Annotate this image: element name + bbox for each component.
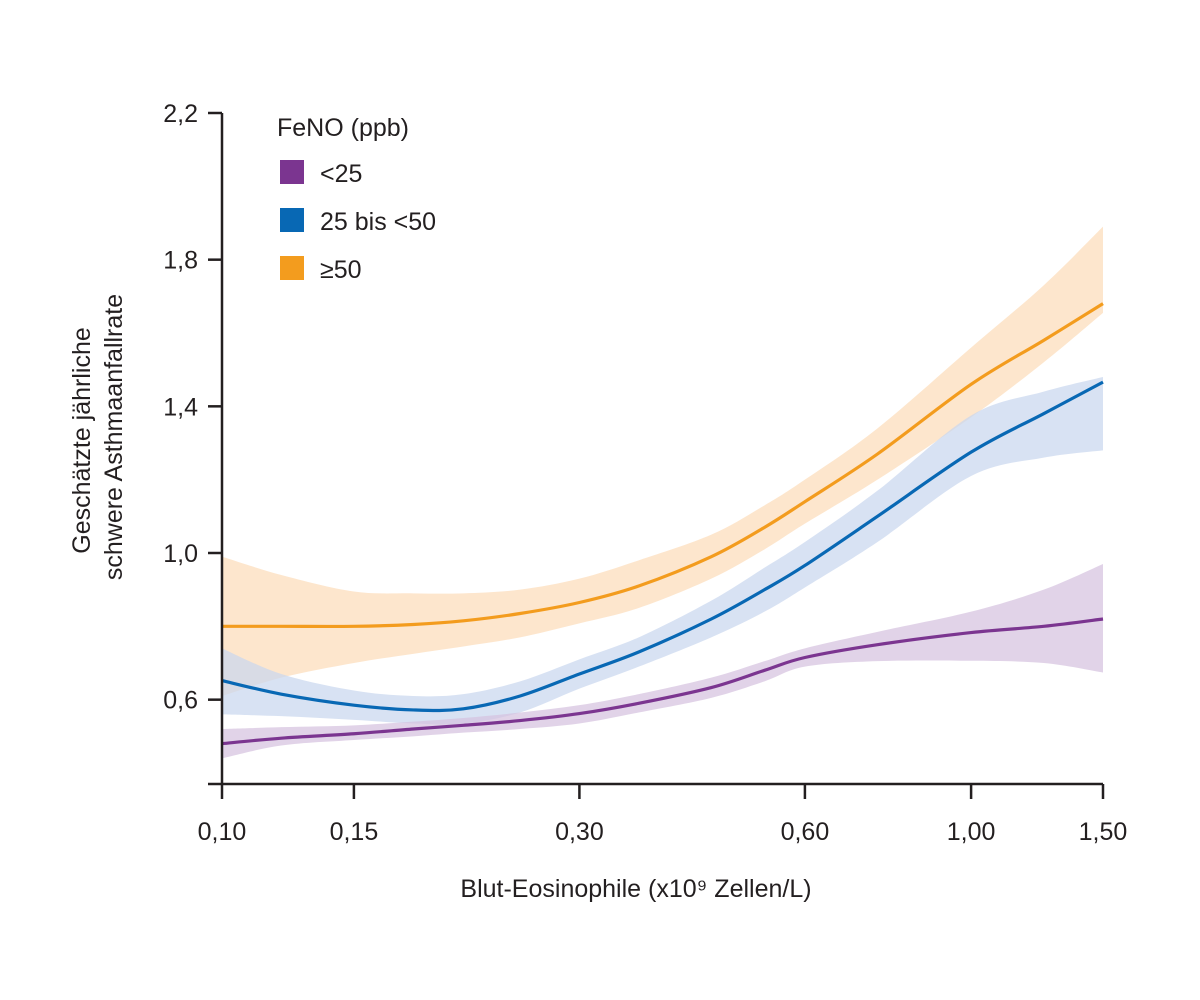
series-lines: [221, 302, 1104, 746]
y-tick-label: 2,2: [163, 100, 198, 128]
x-tick-label: 1,00: [947, 818, 996, 846]
confidence-band-25-bis-lt50: [222, 377, 1103, 725]
legend-label: 25 bis <50: [320, 208, 436, 236]
y-tick-label: 0,6: [163, 687, 198, 715]
legend-label: <25: [320, 160, 362, 188]
y-tick-label: 1,8: [163, 247, 198, 275]
legend-item: ≥50: [280, 256, 362, 284]
legend-swatch: [280, 256, 304, 280]
x-tick-label: 0,30: [555, 818, 604, 846]
x-tick-label: 1,50: [1079, 818, 1128, 846]
x-tick-label: 0,10: [198, 818, 247, 846]
legend-title: FeNO (ppb): [277, 114, 409, 142]
axes: [208, 113, 1103, 786]
legend-swatch: [280, 208, 304, 232]
x-tick-label: 0,60: [781, 818, 830, 846]
series-line-ge50: [221, 302, 1104, 629]
legend-swatch: [280, 160, 304, 184]
confidence-band-lt25: [222, 564, 1103, 759]
y-axis-ticks: 0,6 1,0 1,4 1,8 2,2: [163, 100, 222, 715]
legend-item: 25 bis <50: [280, 208, 436, 236]
legend-label: ≥50: [320, 256, 362, 284]
legend-item: <25: [280, 160, 362, 188]
legend: FeNO (ppb) <25 25 bis <50 ≥50: [277, 114, 436, 284]
series-line-25-bis-lt50: [221, 380, 1104, 713]
x-axis-ticks: 0,10 0,15 0,30 0,60 1,00 1,50: [198, 784, 1128, 846]
series-line-lt25: [221, 617, 1104, 746]
y-axis-title-line-2: schwere Asthmaanfallrate: [100, 294, 128, 580]
x-tick-label: 0,15: [330, 818, 379, 846]
y-tick-label: 1,4: [163, 393, 198, 421]
y-axis-title-line-1: Geschätzte jährliche: [68, 327, 96, 554]
y-tick-label: 1,0: [163, 540, 198, 568]
x-axis-title: Blut-Eosinophile (x10⁹ Zellen/L): [460, 875, 811, 903]
confidence-band-ge50: [222, 226, 1103, 696]
y-axis-title: Geschätzte jährliche schwere Asthmaanfal…: [68, 294, 128, 580]
confidence-bands: [222, 226, 1103, 759]
